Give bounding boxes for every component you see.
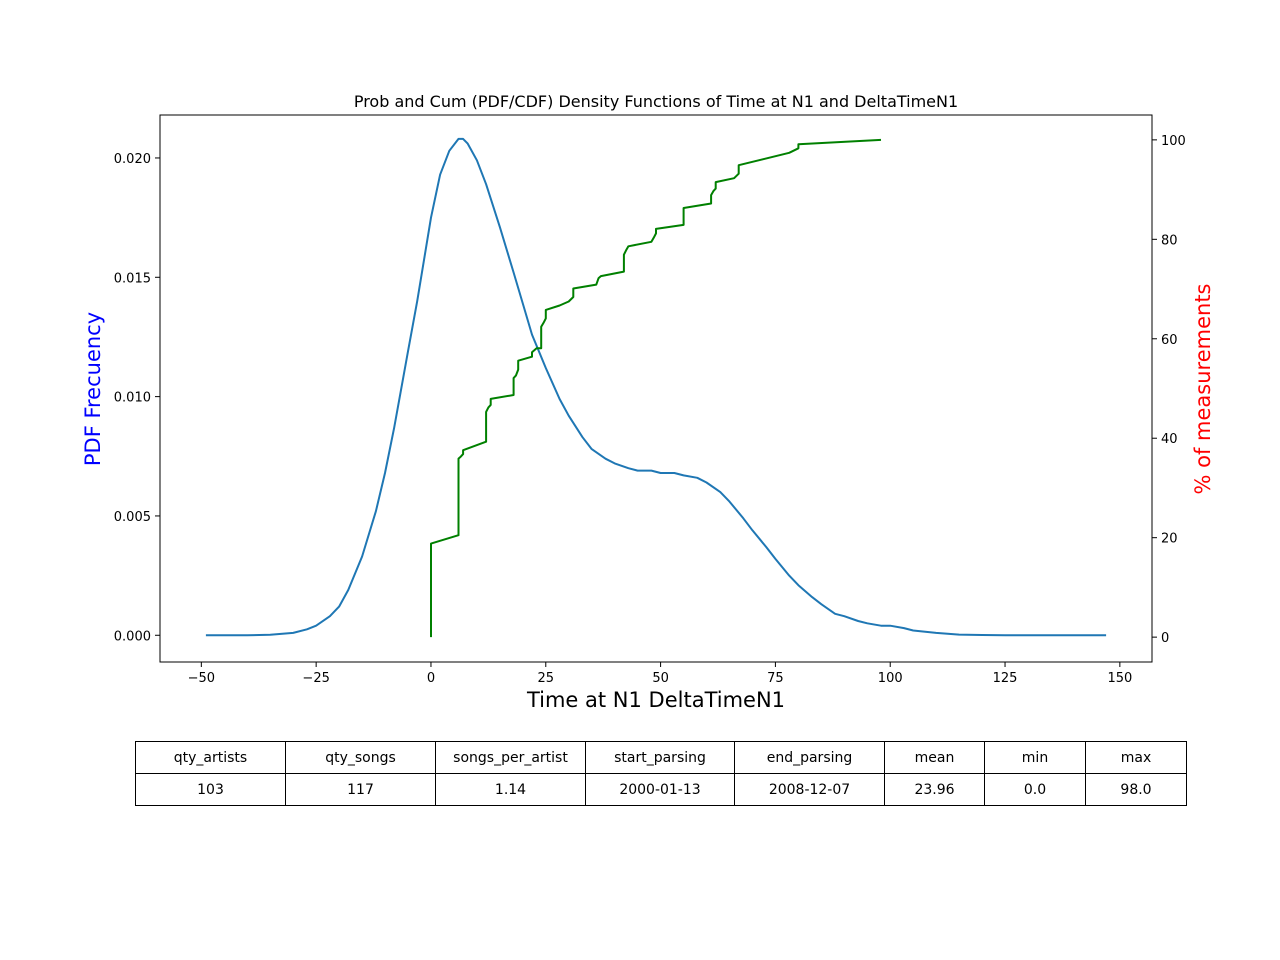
plot-area bbox=[159, 114, 1153, 663]
stats-value-cell: 0.0 bbox=[984, 773, 1086, 806]
y-axis-left-label: PDF Frecuency bbox=[81, 312, 105, 466]
y-right-tick-label: 100 bbox=[1161, 134, 1186, 149]
stats-value-cell: 117 bbox=[285, 773, 436, 806]
stats-value-cell: 98.0 bbox=[1085, 773, 1187, 806]
stats-header-cell: end_parsing bbox=[734, 741, 885, 774]
y-right-tick-label: 40 bbox=[1161, 432, 1178, 447]
stats-table: qty_artists qty_songs songs_per_artist star… bbox=[135, 741, 1187, 806]
y-left-tick-label: 0.000 bbox=[114, 629, 151, 644]
stats-value-row: 103 117 1.14 2000-01-13 2008-12-07 23.96 0.0 98… bbox=[135, 773, 1187, 806]
y-left-tick-label: 0.005 bbox=[114, 510, 151, 525]
x-tick-label: −50 bbox=[188, 671, 215, 686]
x-tick-label: 100 bbox=[878, 671, 903, 686]
x-axis-label: Time at N1 DeltaTimeN1 bbox=[526, 688, 785, 712]
cdf-series-line bbox=[430, 138, 882, 638]
stats-header-cell: songs_per_artist bbox=[435, 741, 586, 774]
y-axis-right-ticks: 0 20 40 60 80 100 bbox=[1152, 134, 1186, 646]
stats-value-cell: 2008-12-07 bbox=[734, 773, 885, 806]
stats-header-cell: min bbox=[984, 741, 1086, 774]
stats-value-cell: 23.96 bbox=[884, 773, 985, 806]
y-right-tick-label: 60 bbox=[1161, 333, 1178, 348]
stats-value-cell: 1.14 bbox=[435, 773, 586, 806]
stats-header-cell: mean bbox=[884, 741, 985, 774]
x-tick-label: 0 bbox=[427, 671, 435, 686]
stats-header-row: qty_artists qty_songs songs_per_artist star… bbox=[135, 741, 1187, 774]
chart-title: Prob and Cum (PDF/CDF) Density Functions… bbox=[354, 92, 958, 111]
x-tick-label: 25 bbox=[538, 671, 555, 686]
y-right-tick-label: 20 bbox=[1161, 532, 1178, 547]
y-axis-right-label: % of measurements bbox=[1191, 284, 1215, 495]
stats-header-cell: qty_songs bbox=[285, 741, 436, 774]
x-axis-ticks: −50 −25 0 25 50 75 100 125 150 bbox=[188, 662, 1132, 686]
stats-header-cell: max bbox=[1085, 741, 1187, 774]
stats-value-cell: 2000-01-13 bbox=[585, 773, 735, 806]
y-left-tick-label: 0.010 bbox=[114, 391, 151, 406]
y-axis-left-ticks: 0.000 0.005 0.010 0.015 0.020 bbox=[114, 152, 160, 644]
y-left-tick-label: 0.015 bbox=[114, 271, 151, 286]
stats-header-cell: start_parsing bbox=[585, 741, 735, 774]
x-tick-label: 125 bbox=[993, 671, 1018, 686]
pdf-series-line bbox=[205, 137, 1107, 637]
x-tick-label: 75 bbox=[767, 671, 784, 686]
x-tick-label: −25 bbox=[302, 671, 329, 686]
x-tick-label: 150 bbox=[1107, 671, 1132, 686]
y-right-tick-label: 0 bbox=[1161, 631, 1169, 646]
y-left-tick-label: 0.020 bbox=[114, 152, 151, 167]
plot-frame bbox=[159, 114, 1153, 663]
x-tick-label: 50 bbox=[652, 671, 669, 686]
stats-header-cell: qty_artists bbox=[135, 741, 286, 774]
y-right-tick-label: 80 bbox=[1161, 233, 1178, 248]
stats-value-cell: 103 bbox=[135, 773, 286, 806]
